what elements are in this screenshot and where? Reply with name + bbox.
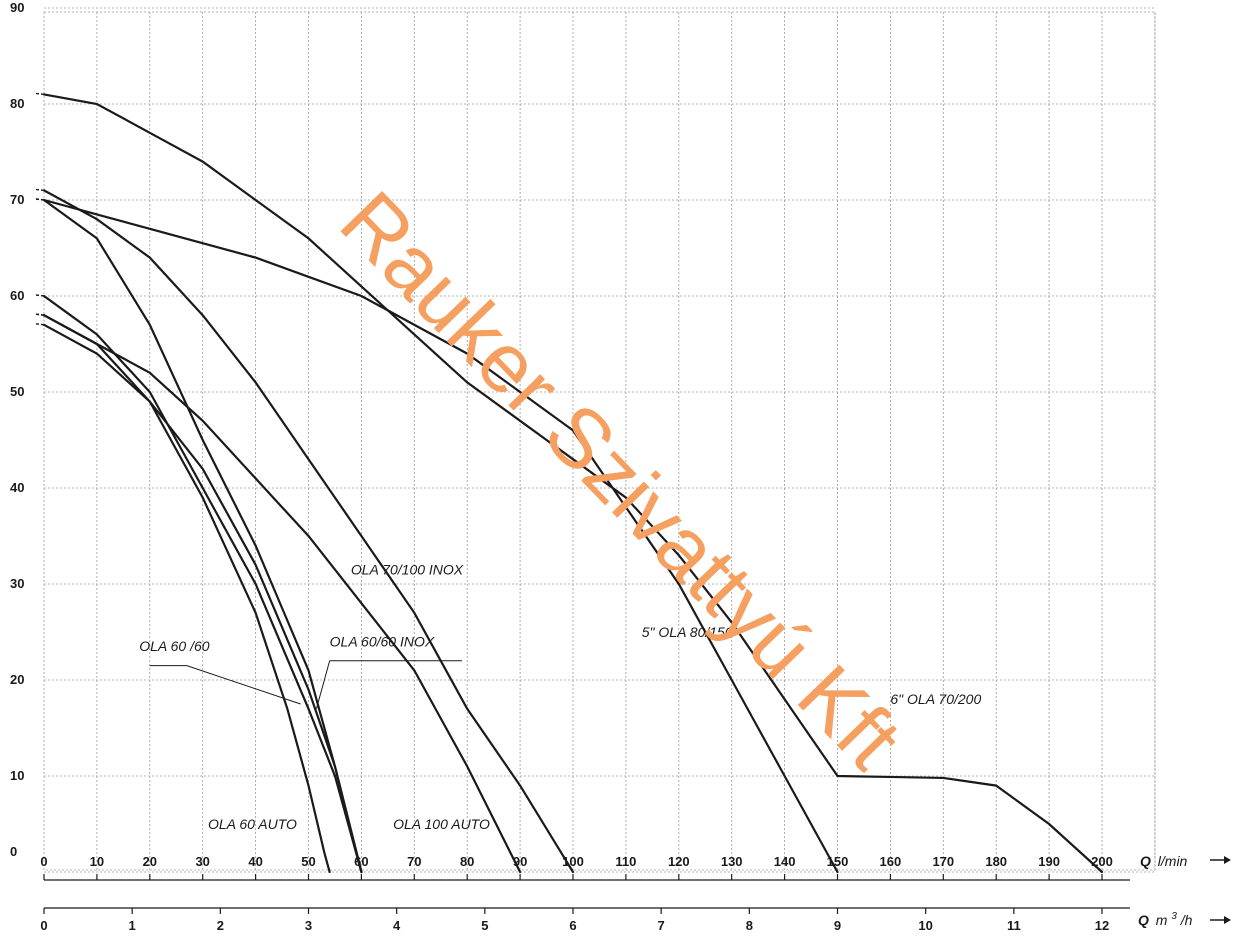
pump-curve [42,189,575,874]
pump-curve [42,198,363,874]
x-tick-label-lmin: 70 [407,854,421,869]
y-tick-label: 30 [10,576,24,591]
label-leader-line [315,660,331,709]
x-tick-label-lmin: 140 [774,854,796,869]
y-tick-label: 10 [10,768,24,783]
x-tick-label-m3h: 7 [658,918,665,933]
x-tick-label-lmin: 80 [460,854,474,869]
curve-leadin [35,92,45,96]
x-tick-label-m3h: 12 [1095,918,1109,933]
pump-curve [42,294,363,874]
chart-grid [43,7,1156,873]
x-tick-label-m3h: 11 [1007,918,1021,933]
x-tick-label-lmin: 160 [880,854,902,869]
x-tick-label-m3h: 3 [305,918,312,933]
x-tick-label-lmin: 200 [1091,854,1113,869]
x-tick-label-lmin: 120 [668,854,690,869]
x-tick-label-m3h: 5 [481,918,488,933]
curve-labels: OLA 70/100 INOX OLA 60/60 INOX OLA 60 /60 O… [139,561,981,831]
x-tick-label-lmin: 170 [932,854,954,869]
x-tick-label-lmin: 10 [90,854,104,869]
curve-label: 6" OLA 70/200 [890,691,981,707]
y-tick-label: 60 [10,288,24,303]
watermark-text: Rauker Szivattyú Kft [323,174,919,787]
x-axis-lmin-title: Q l/min [1140,853,1188,869]
pump-curve [42,314,522,874]
curve-label: 5" OLA 80/150 [642,624,733,640]
x-tick-label-m3h: 0 [40,918,47,933]
x-tick-label-m3h: 6 [569,918,576,933]
y-tick-label: 80 [10,96,24,111]
curve-label: OLA 60 /60 [139,638,210,654]
y-tick-label: 20 [10,672,24,687]
x-tick-label-m3h: 1 [129,918,136,933]
x-axis-m3h-unit: m [1156,912,1168,928]
x-tick-label-lmin: 20 [143,854,157,869]
curve-label: OLA 60/60 INOX [330,633,435,649]
x-axis-lmin-ticks: 0 10 20 30 40 50 60 70 80 90 100 110 120 130 140 150 160… [40,854,1130,881]
x-axis-lmin-arrow-icon [1210,856,1231,864]
curve-leadin [35,294,45,297]
y-axis-ticks: 0 10 20 30 40 50 60 70 80 90 [10,0,24,859]
x-tick-label-lmin: 190 [1038,854,1060,869]
y-tick-label: 50 [10,384,24,399]
y-tick-label: 70 [10,192,24,207]
x-axis-m3h-title: Q m 3 /h [1138,906,1193,928]
x-tick-label-lmin: 110 [615,854,636,869]
x-tick-label-lmin: 30 [195,854,209,869]
pump-curve [42,93,1104,874]
x-axis-m3h-unit-tail: /h [1180,912,1193,928]
x-tick-label-lmin: 180 [985,854,1007,869]
curve-leadin [35,188,45,192]
x-tick-label-lmin: 40 [248,854,262,869]
x-tick-label-m3h: 8 [746,918,753,933]
x-tick-label-lmin: 150 [827,854,849,869]
x-tick-label-m3h: 9 [834,918,841,933]
pump-curves [35,92,1104,874]
y-tick-label: 0 [10,844,17,859]
x-tick-label-lmin: 0 [40,854,47,869]
x-axis-m3h-ticks: 0 1 2 3 4 5 6 7 8 9 10 11 12 [40,907,1130,933]
curve-leadin [35,313,45,316]
x-axis-m3h-arrow-icon [1210,916,1231,924]
x-tick-label-m3h: 10 [918,918,932,933]
curve-label: OLA 100 AUTO [393,816,490,832]
curve-leadin [35,198,45,201]
x-tick-label-lmin: 90 [513,854,527,869]
x-tick-label-m3h: 4 [393,918,401,933]
curve-leadin [35,323,45,326]
label-leader-line [149,665,301,705]
pump-curve [42,314,331,874]
x-tick-label-lmin: 60 [354,854,368,869]
y-tick-label: 90 [10,0,24,15]
x-tick-label-lmin: 130 [721,854,743,869]
pump-curve [42,198,839,874]
x-tick-label-lmin: 100 [562,854,584,869]
x-axis-m3h-symbol: Q [1138,912,1149,928]
curve-label: OLA 60 AUTO [208,816,297,832]
x-axis-m3h-unit-sup: 3 [1171,911,1177,922]
y-tick-label: 40 [10,480,24,495]
x-axis-lmin-unit: l/min [1158,853,1188,869]
x-axis-lmin-symbol: Q [1140,853,1151,869]
x-tick-label-m3h: 2 [217,918,224,933]
x-tick-label-lmin: 50 [301,854,315,869]
curve-label: OLA 70/100 INOX [351,561,464,577]
